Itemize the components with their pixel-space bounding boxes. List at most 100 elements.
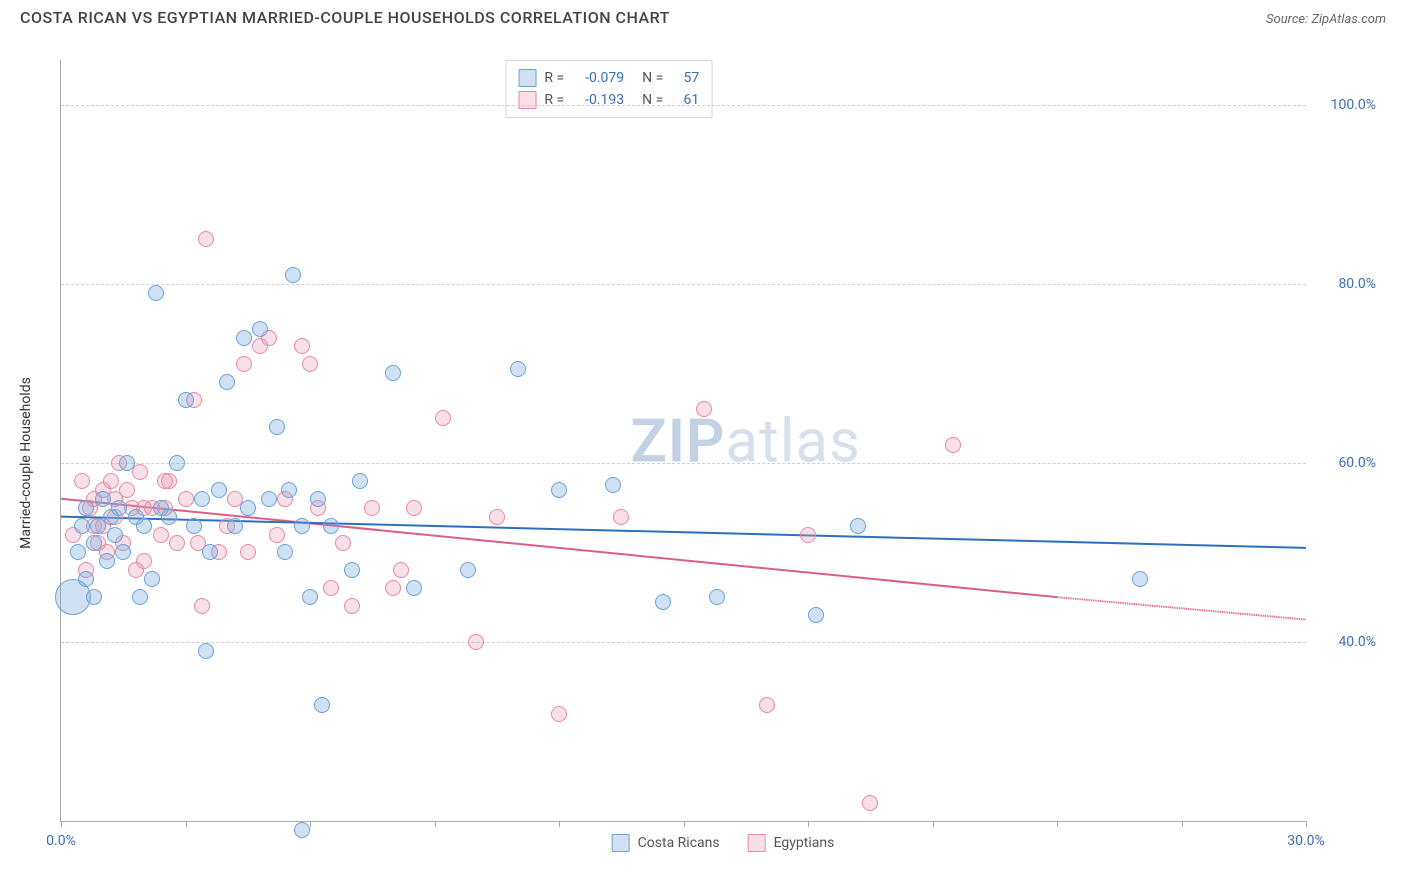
- scatter-point: [186, 518, 202, 534]
- legend-swatch: [518, 69, 536, 87]
- scatter-point: [252, 321, 268, 337]
- scatter-point: [344, 562, 360, 578]
- x-tick: [684, 821, 685, 827]
- n-label: N =: [642, 67, 663, 89]
- scatter-point: [136, 553, 152, 569]
- x-tick: [559, 821, 560, 827]
- scatter-point: [277, 544, 293, 560]
- scatter-point: [294, 518, 310, 534]
- scatter-point: [310, 491, 326, 507]
- x-tick: [61, 821, 62, 827]
- gridline: [61, 105, 1306, 106]
- scatter-point: [323, 580, 339, 596]
- stats-row: R = -0.193 N = 61: [518, 89, 699, 111]
- scatter-point: [103, 473, 119, 489]
- y-tick-label: 60.0%: [1338, 455, 1376, 471]
- scatter-point: [945, 437, 961, 453]
- scatter-point: [393, 562, 409, 578]
- scatter-point: [227, 518, 243, 534]
- scatter-point: [169, 535, 185, 551]
- scatter-point: [862, 795, 878, 811]
- scatter-point: [111, 500, 127, 516]
- scatter-point: [314, 697, 330, 713]
- scatter-point: [364, 500, 380, 516]
- scatter-point: [269, 419, 285, 435]
- scatter-point: [344, 598, 360, 614]
- scatter-point: [236, 330, 252, 346]
- scatter-point: [198, 231, 214, 247]
- source-attribution: Source: ZipAtlas.com: [1266, 8, 1386, 27]
- scatter-point: [161, 509, 177, 525]
- legend-swatch: [518, 91, 536, 109]
- scatter-point: [385, 580, 401, 596]
- scatter-point: [178, 392, 194, 408]
- x-tick: [186, 821, 187, 827]
- chart-container: Married-couple Households ZIPatlas R =-0…: [50, 48, 1396, 862]
- scatter-point: [613, 509, 629, 525]
- scatter-point: [323, 518, 339, 534]
- x-tick: [1057, 821, 1058, 827]
- bottom-legend: Costa Ricans Egyptians: [612, 834, 835, 852]
- scatter-point: [605, 477, 621, 493]
- x-tick: [310, 821, 311, 827]
- scatter-point: [655, 594, 671, 610]
- scatter-point: [78, 571, 94, 587]
- scatter-point: [261, 491, 277, 507]
- gridline: [61, 642, 1306, 643]
- scatter-point: [406, 500, 422, 516]
- scatter-point: [74, 518, 90, 534]
- scatter-point: [74, 473, 90, 489]
- scatter-point: [178, 491, 194, 507]
- n-value: 61: [671, 89, 699, 111]
- scatter-point: [850, 518, 866, 534]
- y-tick-label: 100.0%: [1331, 97, 1376, 113]
- n-value: 57: [671, 67, 699, 89]
- trend-lines: [61, 60, 1306, 821]
- scatter-point: [1132, 571, 1148, 587]
- scatter-point: [709, 589, 725, 605]
- watermark-zip: ZIP: [630, 405, 725, 476]
- scatter-point: [759, 697, 775, 713]
- n-label: N =: [642, 89, 663, 111]
- r-value: -0.079: [572, 67, 624, 89]
- legend-item: Costa Ricans: [612, 834, 720, 852]
- scatter-point: [136, 518, 152, 534]
- x-tick: [808, 821, 809, 827]
- scatter-point: [696, 401, 712, 417]
- scatter-point: [115, 544, 131, 560]
- r-label: R =: [544, 89, 564, 111]
- y-tick-label: 40.0%: [1338, 634, 1376, 650]
- y-tick-label: 80.0%: [1338, 276, 1376, 292]
- scatter-point: [510, 361, 526, 377]
- watermark: ZIPatlas: [630, 405, 861, 476]
- scatter-point: [194, 491, 210, 507]
- scatter-point: [406, 580, 422, 596]
- stats-row: R =-0.079N =57: [518, 67, 699, 89]
- scatter-point: [385, 365, 401, 381]
- scatter-point: [157, 473, 173, 489]
- scatter-point: [435, 410, 451, 426]
- scatter-point: [551, 706, 567, 722]
- scatter-point: [551, 482, 567, 498]
- scatter-point: [269, 527, 285, 543]
- scatter-point: [302, 589, 318, 605]
- scatter-point: [86, 589, 102, 605]
- scatter-point: [95, 491, 111, 507]
- plot-area: ZIPatlas R =-0.079N =57R =-0.193N =61 40…: [60, 60, 1306, 822]
- legend-label: Costa Ricans: [638, 835, 720, 851]
- scatter-point: [219, 374, 235, 390]
- scatter-point: [460, 562, 476, 578]
- scatter-point: [153, 527, 169, 543]
- x-axis-max-label: 30.0%: [1287, 833, 1325, 849]
- scatter-point: [352, 473, 368, 489]
- r-value: -0.193: [572, 89, 624, 111]
- scatter-point: [294, 338, 310, 354]
- scatter-point: [236, 356, 252, 372]
- y-axis-label: Married-couple Households: [18, 377, 34, 549]
- source-label: Source:: [1266, 12, 1311, 27]
- scatter-point: [808, 607, 824, 623]
- legend-label: Egyptians: [774, 835, 835, 851]
- scatter-point: [169, 455, 185, 471]
- scatter-point: [119, 455, 135, 471]
- chart-title: COSTA RICAN VS EGYPTIAN MARRIED-COUPLE H…: [20, 8, 670, 27]
